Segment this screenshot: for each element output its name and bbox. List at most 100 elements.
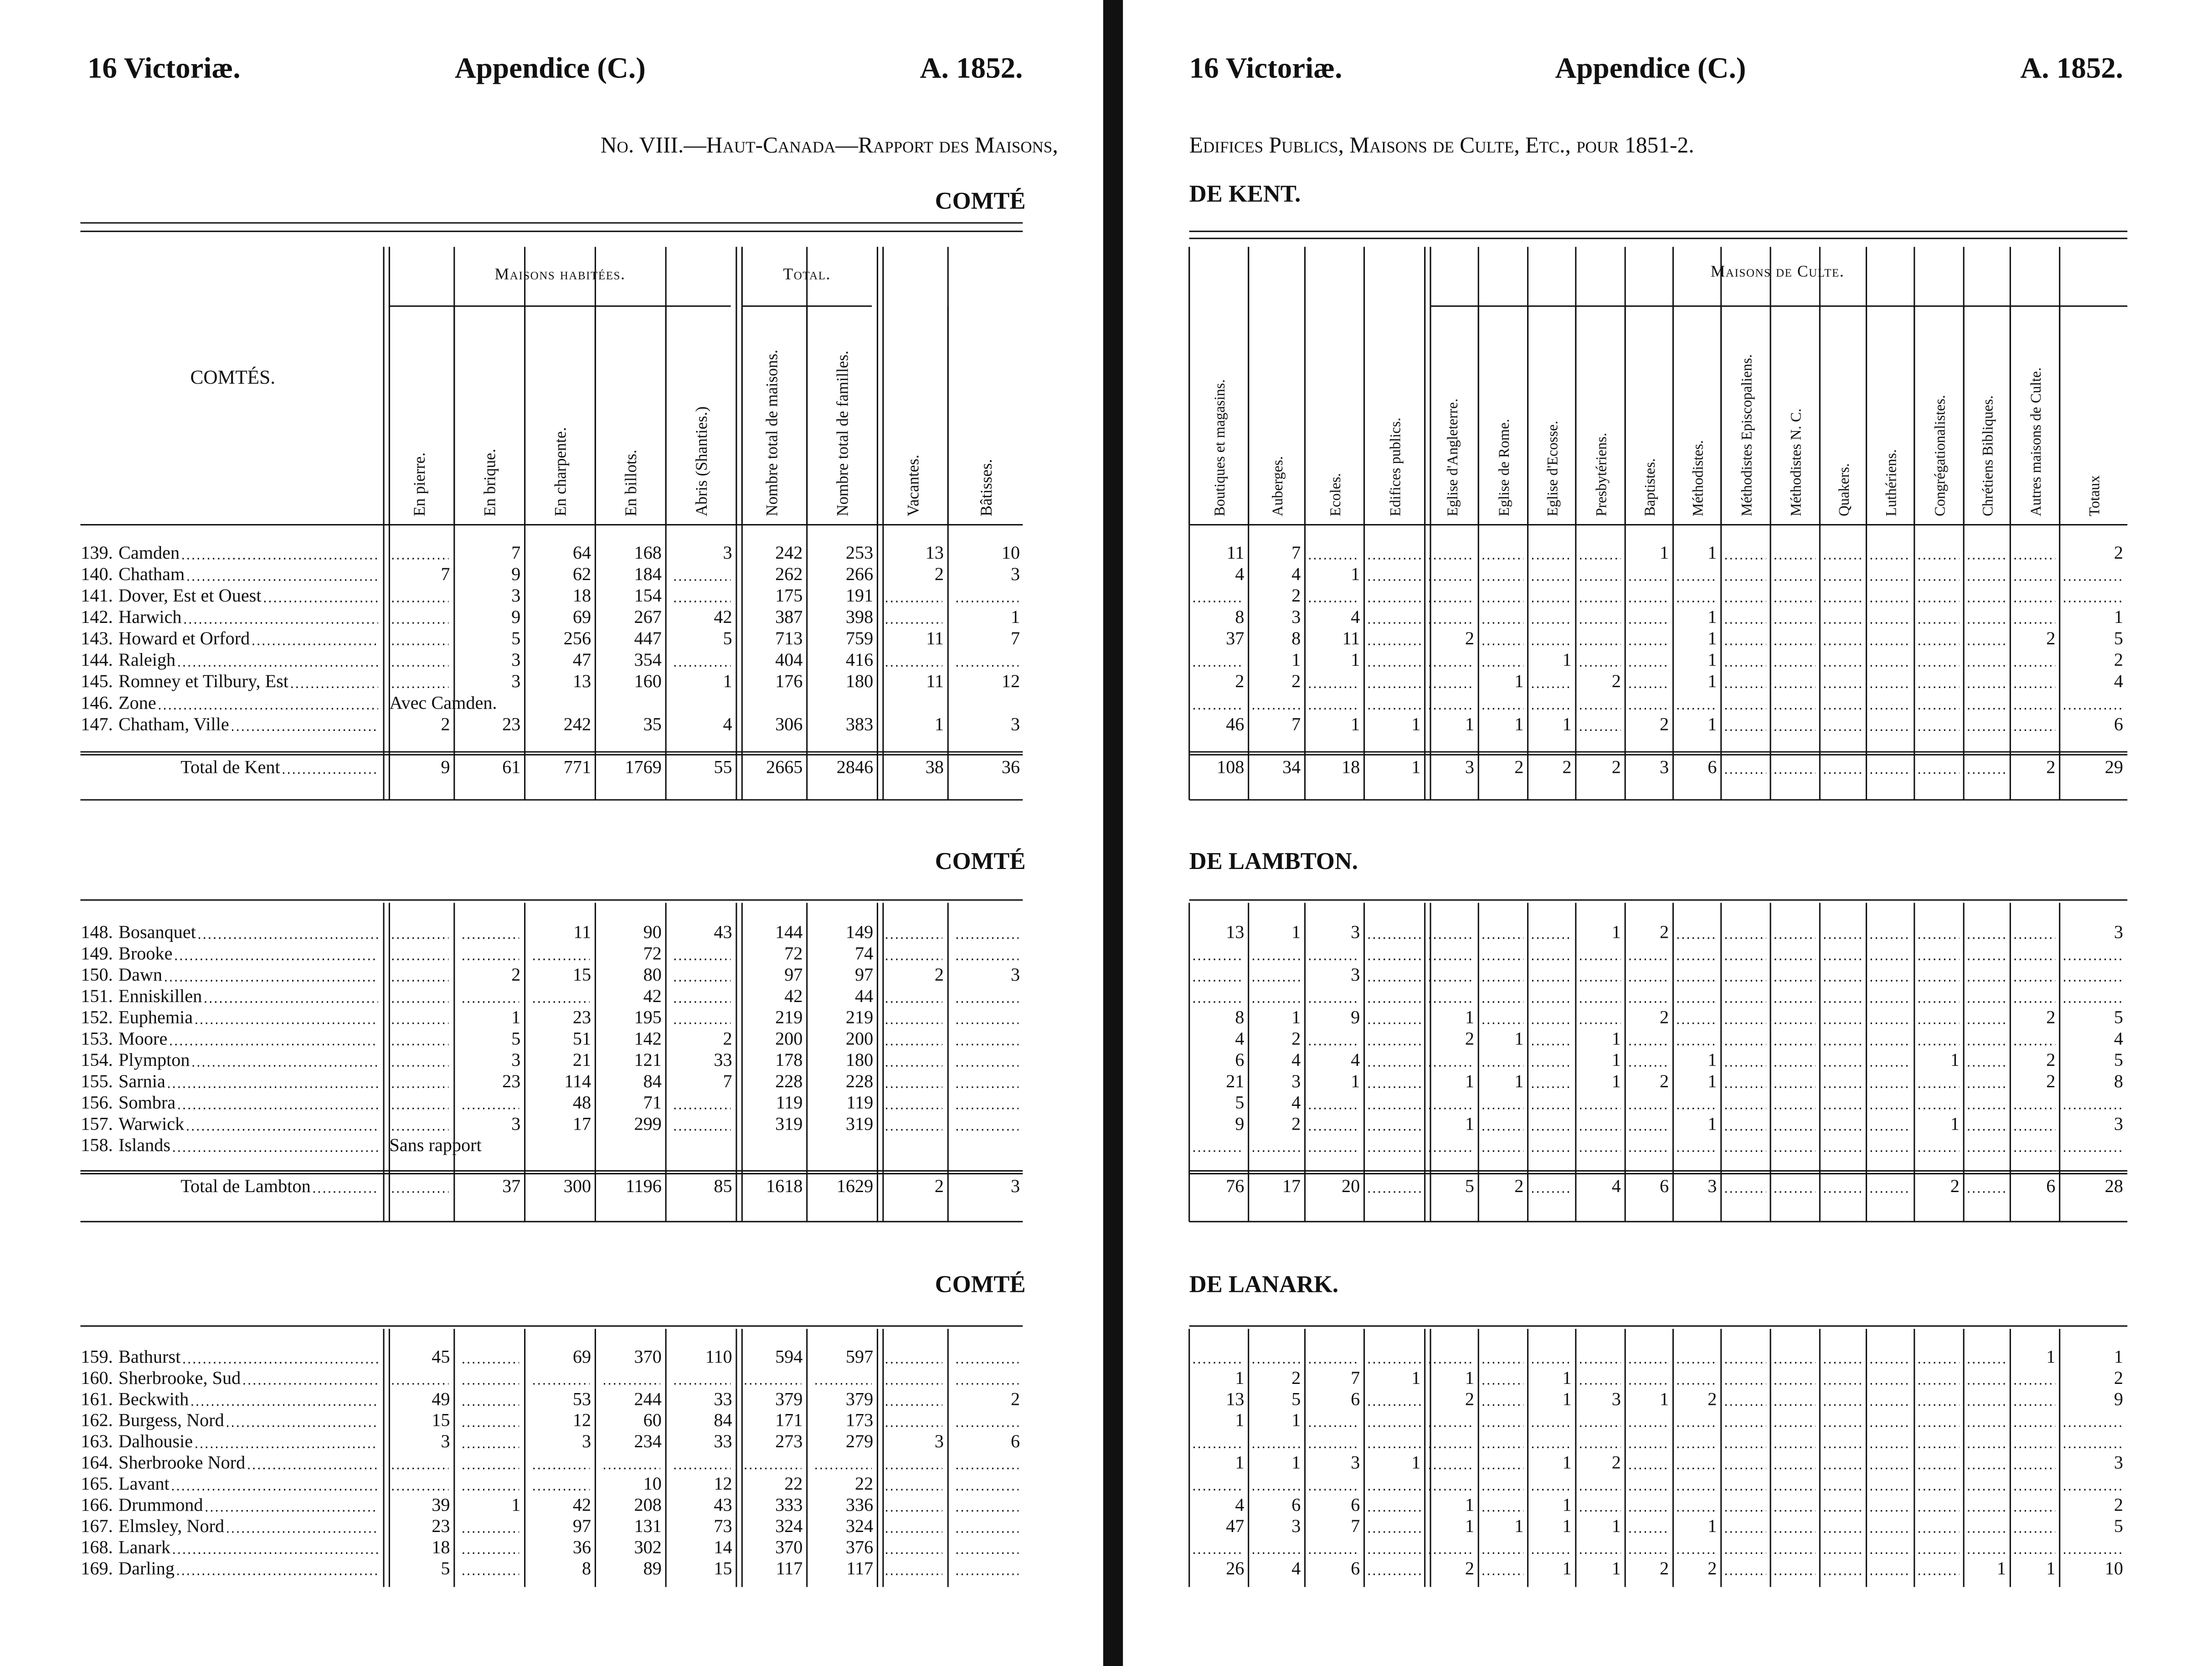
section-heading: DE LANARK. [1189, 1271, 1338, 1298]
cell: 1 [1011, 607, 1020, 627]
cell: 1 [1708, 1113, 1717, 1134]
cell: 1 [1514, 1071, 1523, 1091]
row-name: Bathurst [118, 1346, 180, 1367]
row-number: 149. [81, 943, 113, 963]
column-header: Chrétiens Bibliques. [1980, 396, 1996, 516]
cell: 72 [643, 943, 662, 963]
cell: 3 [1351, 964, 1360, 985]
cell: 242 [564, 714, 591, 734]
cell: 2 [2114, 542, 2123, 563]
column-header: Edifices publics. [1387, 417, 1404, 516]
cell: 2 [2046, 1007, 2055, 1028]
page-title: No. VIII.—Haut-Canada—Rapport des Maison… [601, 132, 1058, 157]
cell: 200 [775, 1028, 802, 1049]
cell: 17 [573, 1113, 591, 1134]
cell: 1 [1411, 714, 1420, 734]
cell: 33 [714, 1431, 732, 1451]
row-name: Brooke [118, 943, 172, 963]
cell: 306 [775, 714, 802, 734]
cell: 15 [714, 1558, 732, 1579]
cell-total: 38 [926, 756, 944, 777]
cell: 379 [775, 1388, 802, 1409]
section-heading: COMTÉ [935, 848, 1026, 874]
cell: 60 [643, 1410, 662, 1430]
cell: 3 [935, 1431, 944, 1451]
cell: 191 [846, 585, 873, 606]
cell: 131 [634, 1516, 662, 1536]
cell: 1 [1660, 542, 1669, 563]
cell: 1 [1562, 1368, 1571, 1388]
cell: 4 [2114, 671, 2123, 691]
cell: 1 [1708, 671, 1717, 691]
cell: 3 [511, 585, 520, 606]
column-header: Vacantes. [904, 455, 922, 516]
cell: 1 [1351, 649, 1360, 670]
cell: 9 [1351, 1007, 1360, 1028]
cell: 242 [775, 542, 802, 563]
cell: 69 [573, 1346, 591, 1367]
row-number: 162. [81, 1410, 113, 1430]
cell: 10 [1002, 542, 1020, 563]
cell: 49 [432, 1388, 450, 1409]
cell: 219 [775, 1007, 802, 1028]
column-header: Eglise d'Angleterre. [1445, 398, 1461, 516]
cell: 39 [432, 1494, 450, 1515]
cell-total: 3 [1465, 756, 1474, 777]
row-number: 157. [81, 1113, 113, 1134]
cell: 1 [1514, 714, 1523, 734]
row-name: Warwick [118, 1113, 185, 1134]
cell: 1 [1411, 1368, 1420, 1388]
cell: 10 [2105, 1558, 2123, 1579]
cell: 379 [846, 1388, 873, 1409]
cell: 354 [634, 649, 662, 670]
column-header: Bâtisses. [977, 459, 995, 516]
column-header: Nombre total de familles. [833, 350, 851, 516]
column-header: En billots. [622, 450, 640, 516]
cell-total: 2665 [766, 756, 802, 777]
cell: 2 [1465, 1028, 1474, 1049]
cell: 319 [775, 1113, 802, 1134]
cell: 62 [573, 564, 591, 584]
cell: 3 [511, 671, 520, 691]
cell: 447 [634, 628, 662, 648]
row-number: 144. [81, 649, 113, 670]
cell: 176 [775, 671, 802, 691]
cell-total: 85 [714, 1176, 732, 1196]
cell: 2 [441, 714, 450, 734]
row-number: 159. [81, 1346, 113, 1367]
cell: 84 [714, 1410, 732, 1430]
cell: 2 [1612, 671, 1621, 691]
cell: 23 [502, 714, 520, 734]
row-name: Dawn [118, 964, 162, 985]
cell: 37 [1226, 628, 1244, 648]
cell: 2 [1465, 1388, 1474, 1409]
cell: 1 [1660, 1388, 1669, 1409]
column-group: Maisons habitées. [495, 265, 626, 283]
cell: 160 [634, 671, 662, 691]
cell: 1 [1612, 1516, 1621, 1536]
row-name: Drummond [118, 1494, 203, 1515]
cell-total: 1629 [837, 1176, 873, 1196]
cell: 7 [1291, 542, 1301, 563]
cell: 7 [723, 1071, 732, 1091]
cell: 1 [1612, 922, 1621, 942]
cell: 2 [2114, 1368, 2123, 1388]
section-heading: COMTÉ [935, 188, 1026, 214]
cell: 759 [846, 628, 873, 648]
cell: 1 [1465, 1368, 1474, 1388]
cell: 2 [935, 564, 944, 584]
cell: 256 [564, 628, 591, 648]
cell: 13 [1226, 922, 1244, 942]
cell: 43 [714, 922, 732, 942]
column-header: Abris (Shanties.) [692, 406, 710, 516]
cell: 2 [935, 964, 944, 985]
row-number: 167. [81, 1516, 113, 1536]
row-number: 158. [81, 1135, 113, 1155]
cell: 114 [564, 1071, 591, 1091]
cell: 208 [634, 1494, 662, 1515]
cell: 1 [723, 671, 732, 691]
cell: 2 [1660, 922, 1669, 942]
cell: 97 [573, 1516, 591, 1536]
row-name: Camden [118, 542, 180, 563]
row-name: Elmsley, Nord [118, 1516, 224, 1536]
